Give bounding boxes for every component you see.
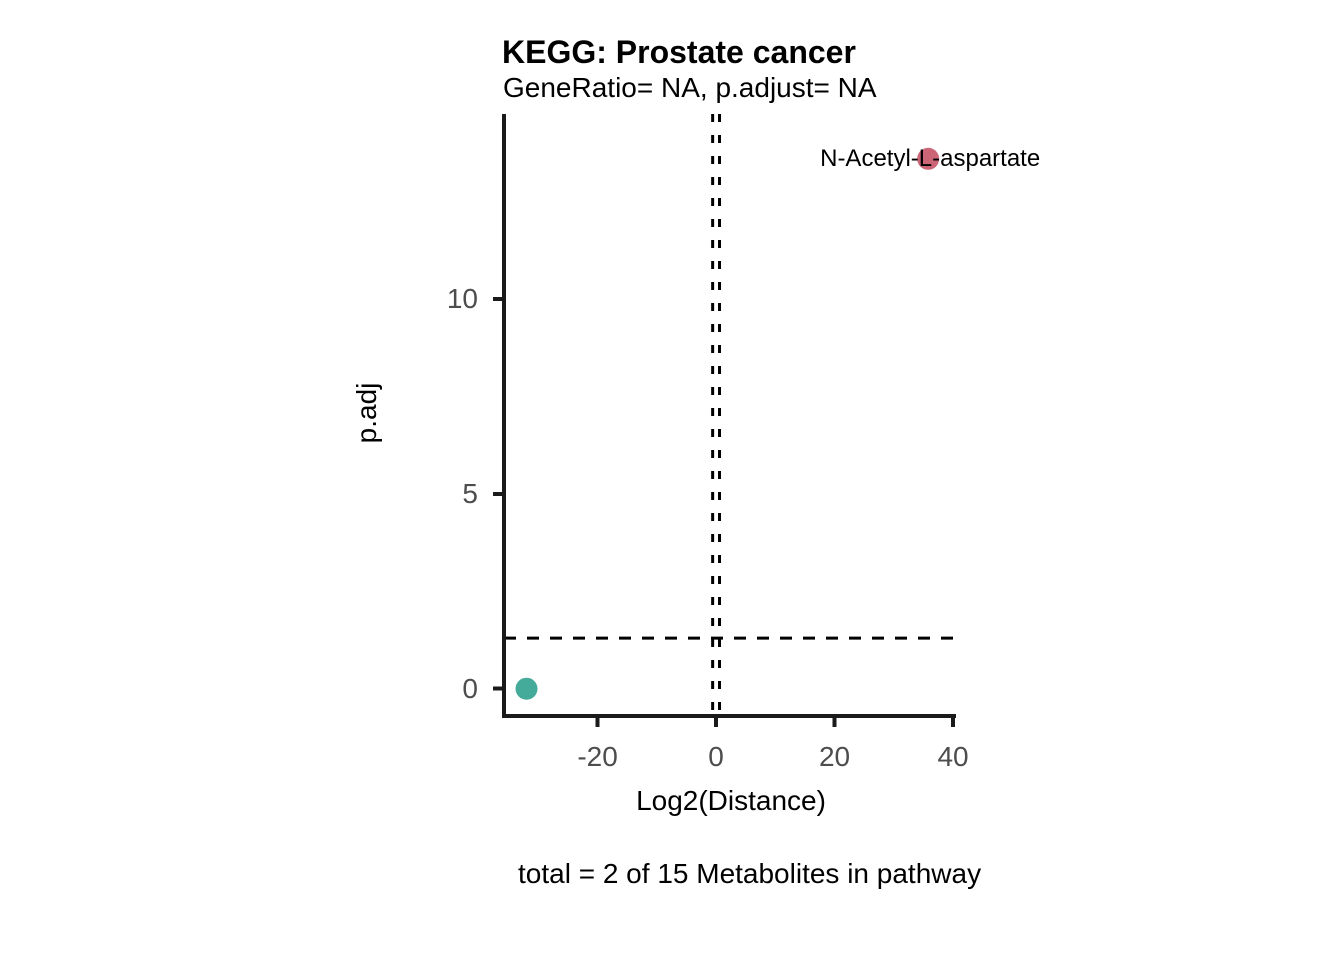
plot-caption: total = 2 of 15 Metabolites in pathway [518, 858, 982, 889]
x-tick-label: 0 [708, 741, 724, 772]
x-tick-label: 20 [818, 741, 851, 772]
y-tick-label: 0 [462, 672, 478, 704]
plot-subtitle: GeneRatio= NA, p.adjust= NA [503, 72, 877, 103]
x-tick-label: -20 [577, 741, 618, 772]
point-label-n-acetyl-l-aspartate: N-Acetyl-L-aspartate [820, 144, 1041, 172]
x-axis-label: Log2(Distance) [636, 785, 826, 816]
y-tick-label: 10 [446, 283, 478, 315]
data-point [515, 677, 538, 700]
y-tick-label: 5 [462, 477, 478, 509]
data-point [917, 147, 940, 170]
x-tick-label: 40 [937, 741, 969, 772]
y-axis-label: p.adj [351, 382, 382, 444]
plot-title: KEGG: Prostate cancer [502, 34, 856, 70]
